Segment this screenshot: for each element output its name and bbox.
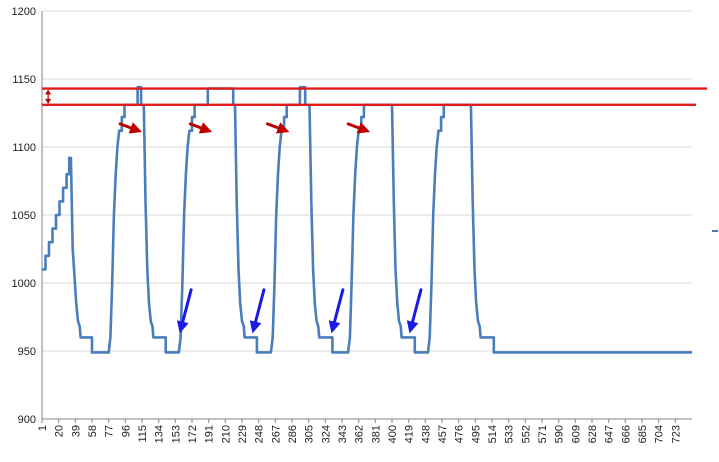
x-tick-label: 571 [537, 425, 549, 443]
y-tick-label: 1050 [12, 210, 36, 222]
x-tick-label: 609 [570, 425, 582, 443]
y-tick-label: 900 [18, 414, 36, 426]
x-tick-label: 685 [637, 425, 649, 443]
x-tick-label: 495 [470, 425, 482, 443]
x-tick-label: 438 [420, 425, 432, 443]
blue-arrow [181, 288, 193, 324]
x-tick-label: 343 [337, 425, 349, 443]
red-arrow [118, 122, 133, 130]
x-tick-label: 77 [104, 425, 116, 437]
blue-arrow [254, 288, 266, 324]
blue-arrow-head [176, 320, 189, 334]
x-tick-label: 381 [370, 425, 382, 443]
x-tick-label: 267 [270, 425, 282, 443]
x-tick-label: 153 [170, 425, 182, 443]
x-tick-label: 115 [137, 425, 149, 443]
range-arrowhead-down [45, 98, 52, 104]
grid-lines [42, 10, 692, 352]
x-tick-label: 476 [454, 425, 466, 443]
x-tick-label: 324 [320, 425, 332, 443]
x-tick-label: 419 [404, 425, 416, 443]
x-tick-label: 39 [70, 425, 82, 437]
x-tick-label: 647 [604, 425, 616, 443]
x-tick-label: 552 [520, 425, 532, 443]
red-arrow [265, 122, 280, 130]
y-tick-label: 1200 [12, 6, 36, 18]
red-arrow-head [128, 122, 142, 134]
x-tick-label: 704 [654, 425, 666, 443]
annotation-layer [42, 87, 707, 334]
series-line [42, 85, 692, 354]
x-tick-label: 514 [487, 425, 499, 443]
red-arrow-head [356, 122, 371, 134]
y-tick-label: 1150 [12, 74, 36, 86]
x-tick-label: 1 [37, 425, 49, 431]
y-tick-label: 950 [18, 346, 36, 358]
x-tick-label: 362 [354, 425, 366, 443]
x-tick-label: 20 [54, 425, 66, 437]
x-tick-label: 210 [220, 425, 232, 443]
axes [41, 11, 692, 423]
y-tick-label: 1100 [12, 142, 36, 154]
x-tick-label: 666 [620, 425, 632, 443]
red-arrow-head [198, 122, 213, 134]
series-layer [42, 85, 692, 354]
x-tick-label: 628 [587, 425, 599, 443]
x-tick-label: 191 [204, 425, 216, 443]
range-arrowhead-up [45, 89, 52, 95]
blue-arrow [411, 288, 423, 324]
x-tick-label: 723 [670, 425, 682, 443]
y-tick-labels: 900 950 1000 1050 1100 1150 1200 [12, 6, 36, 426]
x-tick-label: 305 [304, 425, 316, 443]
x-tick-label: 457 [437, 425, 449, 443]
x-tick-label: 590 [554, 425, 566, 443]
blue-arrow-head [328, 320, 341, 334]
x-tick-labels: 1 20 39 58 77 96 115 134 153 172 191 210 229 248 267 28… [37, 425, 682, 443]
x-tick-label: 248 [254, 425, 266, 443]
blue-arrow-head [406, 320, 419, 334]
blue-arrow-head [249, 320, 262, 334]
x-tick-label: 400 [387, 425, 399, 443]
x-tick-label: 286 [287, 425, 299, 443]
blue-arrow [333, 288, 345, 324]
x-tick-label: 96 [120, 425, 132, 437]
y-tick-label: 1000 [12, 278, 36, 290]
red-arrow [188, 122, 203, 130]
x-tick-label: 172 [187, 425, 199, 443]
red-arrow [346, 122, 361, 130]
x-tick-label: 533 [504, 425, 516, 443]
x-tick-label: 229 [237, 425, 249, 443]
red-arrow-head [276, 122, 290, 134]
x-tick-label: 134 [154, 425, 166, 443]
x-tick-label: 58 [87, 425, 99, 437]
